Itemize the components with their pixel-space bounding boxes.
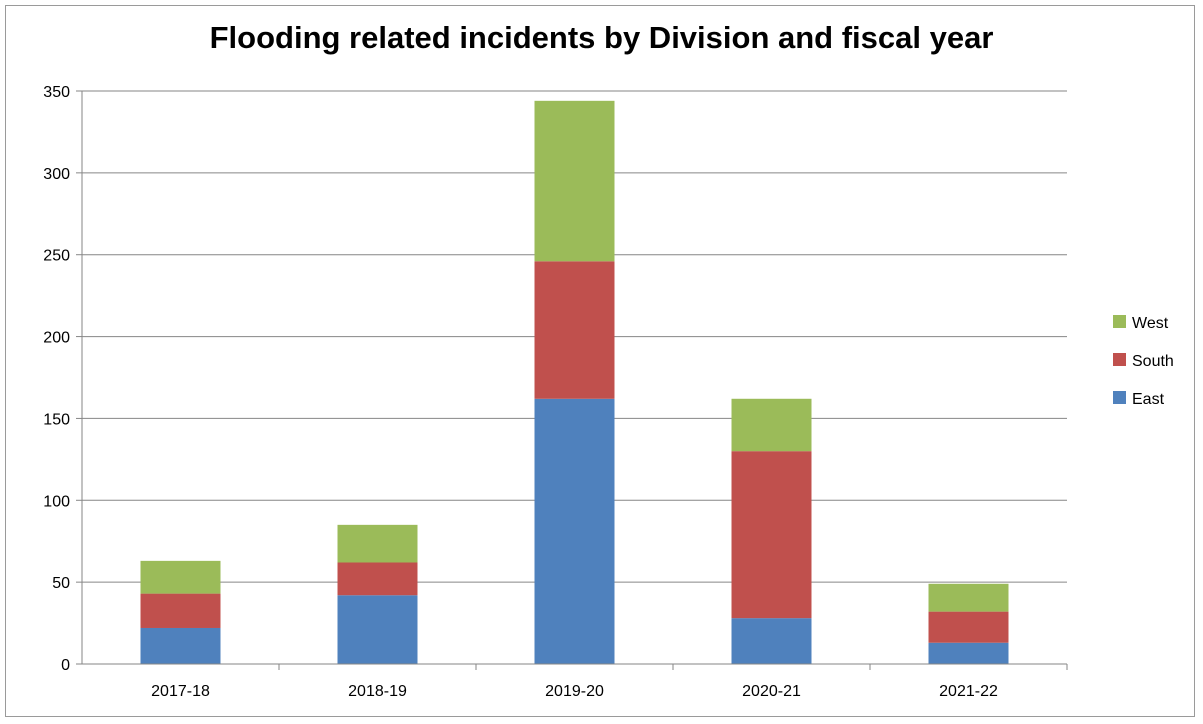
y-tick-label: 250 [43,248,70,265]
bar-east-2018-19 [337,595,418,664]
legend-swatch-south [1113,353,1126,366]
bar-west-2021-22 [928,583,1009,612]
legend-label-west: West [1132,315,1169,332]
bar-west-2019-20 [534,100,615,262]
legend-swatch-east [1113,391,1126,404]
y-tick-label: 50 [52,575,70,592]
x-tick-label: 2018-19 [348,683,407,700]
y-tick-label: 150 [43,411,70,428]
y-tick-label: 300 [43,166,70,183]
x-tick-label: 2017-18 [151,683,210,700]
axes: 0 50 100 150 200 250 300 350 2017-18 2018-19 2019-… [43,84,1068,700]
bars [140,100,1009,664]
x-tick-label: 2019-20 [545,683,604,700]
y-tick-label: 350 [43,84,70,101]
x-tick-label: 2020-21 [742,683,801,700]
chart-title: Flooding related incidents by Division a… [209,20,994,55]
legend-label-east: East [1132,391,1165,408]
bar-west-2017-18 [140,560,221,594]
y-tick-label: 0 [61,657,70,674]
bar-east-2019-20 [534,398,615,664]
legend-swatch-west [1113,315,1126,328]
bar-south-2019-20 [534,261,615,399]
bar-east-2017-18 [140,627,221,664]
y-tick-label: 200 [43,330,70,347]
y-tick-label: 100 [43,493,70,510]
legend: West South East [1113,315,1174,408]
legend-label-south: South [1132,353,1174,370]
bar-east-2021-22 [928,642,1009,664]
bar-south-2020-21 [731,451,812,619]
x-tick-label: 2021-22 [939,683,998,700]
bar-west-2020-21 [731,398,812,452]
bar-east-2020-21 [731,618,812,664]
bar-west-2018-19 [337,524,418,563]
bar-south-2018-19 [337,562,418,596]
bar-south-2017-18 [140,593,221,628]
bar-south-2021-22 [928,611,1009,643]
